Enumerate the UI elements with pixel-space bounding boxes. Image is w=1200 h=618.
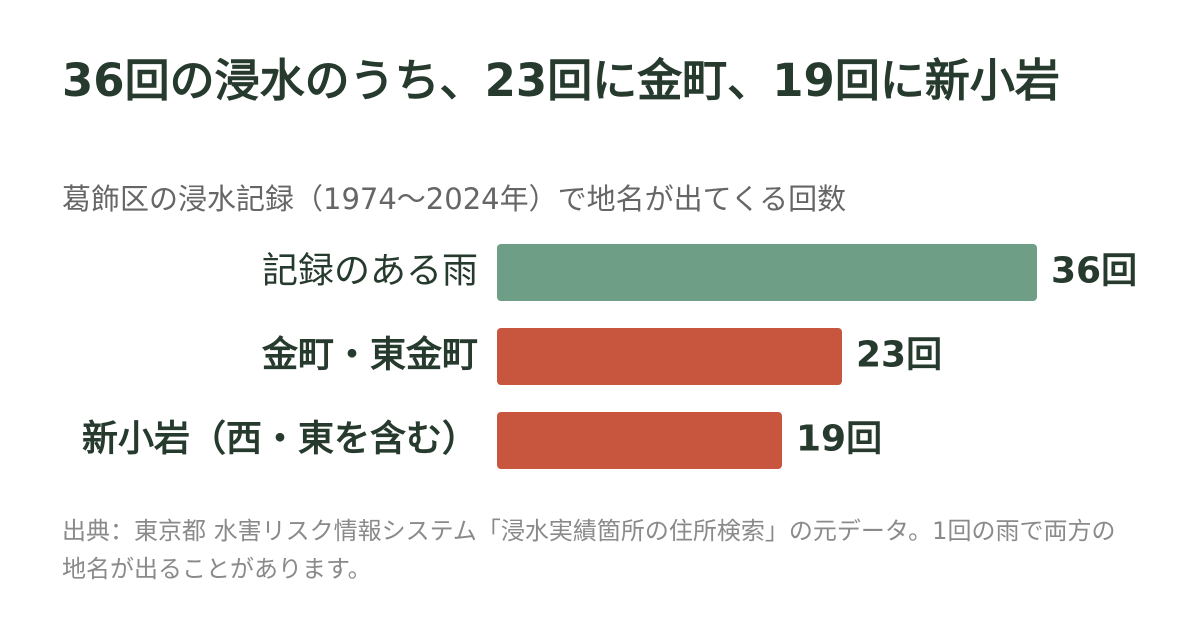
category-label: 金町・東金町 xyxy=(261,334,478,376)
value-label: 23回 xyxy=(856,335,942,376)
bar xyxy=(497,244,1037,301)
chart-title: 36回の浸水のうち、23回に金町、19回に新小岩 xyxy=(62,54,1060,107)
value-label: 36回 xyxy=(1051,251,1137,292)
value-label: 19回 xyxy=(796,419,882,460)
source-note: 出典：東京都 水害リスク情報システム「浸水実績箇所の住所検索」の元データ。1回の… xyxy=(62,517,1116,583)
category-label: 記録のある雨 xyxy=(262,251,478,292)
category-label: 新小岩（西・東を含む） xyxy=(82,419,478,460)
bar xyxy=(497,412,782,469)
chart-subtitle: 葛飾区の浸水記録（1974〜2024年）で地名が出てくる回数 xyxy=(62,182,847,216)
bar xyxy=(497,328,842,385)
